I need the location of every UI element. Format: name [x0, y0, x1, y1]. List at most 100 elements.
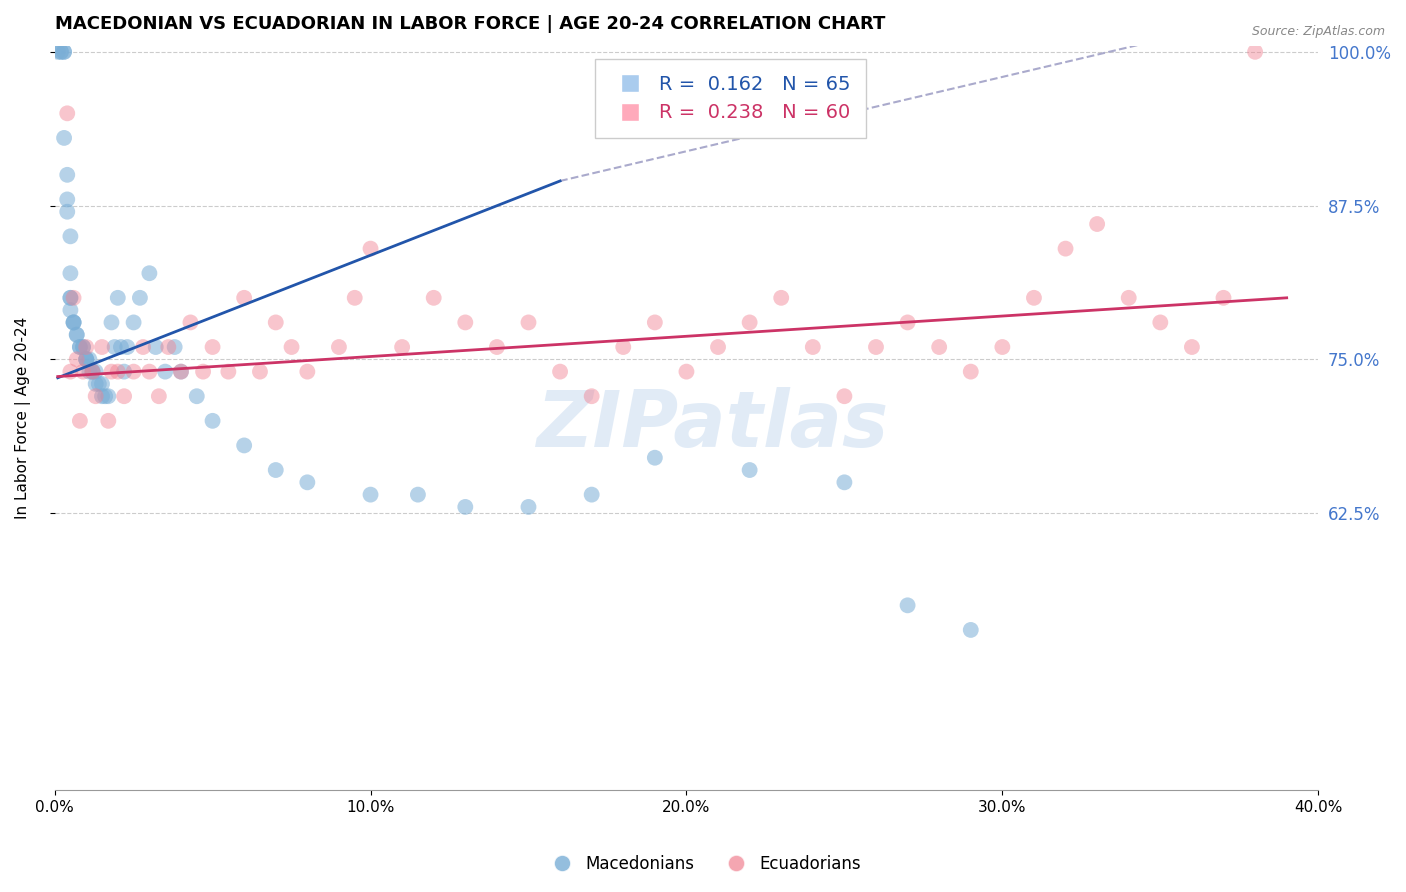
Point	[66, 352, 89, 367]
Point	[79, 352, 101, 367]
Point	[84, 376, 107, 391]
Point	[59, 291, 82, 305]
Point	[82, 365, 104, 379]
Point	[138, 266, 160, 280]
Point	[66, 327, 89, 342]
Text: MACEDONIAN VS ECUADORIAN IN LABOR FORCE | AGE 20-24 CORRELATION CHART: MACEDONIAN VS ECUADORIAN IN LABOR FORCE …	[55, 15, 884, 33]
Point	[56, 193, 79, 207]
Legend: Macedonians, Ecuadorians: Macedonians, Ecuadorians	[538, 848, 868, 880]
Point	[46, 45, 69, 59]
Point	[233, 438, 256, 452]
Point	[53, 45, 76, 59]
Point	[53, 45, 76, 59]
Point	[217, 365, 239, 379]
Point	[75, 352, 97, 367]
Point	[122, 315, 145, 329]
Point	[834, 389, 856, 403]
Point	[56, 106, 79, 120]
Point	[517, 500, 540, 514]
Point	[59, 291, 82, 305]
Point	[66, 327, 89, 342]
Point	[485, 340, 508, 354]
Point	[75, 352, 97, 367]
Point	[454, 315, 477, 329]
Point	[738, 315, 761, 329]
Point	[1085, 217, 1108, 231]
Point	[91, 376, 114, 391]
Point	[112, 365, 135, 379]
Point	[145, 340, 167, 354]
Point	[1212, 291, 1234, 305]
Point	[328, 340, 350, 354]
Point	[49, 45, 72, 59]
Point	[87, 376, 110, 391]
Point	[928, 340, 950, 354]
Point	[56, 168, 79, 182]
Point	[834, 475, 856, 490]
Point	[360, 242, 382, 256]
Point	[612, 340, 634, 354]
Point	[94, 389, 117, 403]
Point	[707, 340, 730, 354]
Point	[1118, 291, 1140, 305]
Point	[59, 229, 82, 244]
Point	[100, 365, 122, 379]
Point	[1149, 315, 1171, 329]
Point	[69, 340, 91, 354]
Point	[100, 315, 122, 329]
Point	[422, 291, 444, 305]
Point	[581, 488, 603, 502]
Point	[75, 352, 97, 367]
Point	[112, 389, 135, 403]
Point	[59, 365, 82, 379]
Point	[675, 365, 697, 379]
Point	[897, 599, 920, 613]
Point	[865, 340, 887, 354]
Point	[53, 131, 76, 145]
Point	[1022, 291, 1045, 305]
Point	[107, 291, 129, 305]
Point	[360, 488, 382, 502]
Point	[548, 365, 571, 379]
Point	[959, 623, 981, 637]
Point	[97, 389, 120, 403]
Point	[104, 340, 127, 354]
Point	[97, 414, 120, 428]
Y-axis label: In Labor Force | Age 20-24: In Labor Force | Age 20-24	[15, 317, 31, 519]
Point	[191, 365, 214, 379]
Point	[391, 340, 413, 354]
Point	[644, 315, 666, 329]
Point	[343, 291, 366, 305]
Point	[91, 389, 114, 403]
Point	[163, 340, 186, 354]
Point	[157, 340, 180, 354]
Point	[297, 365, 319, 379]
Point	[1244, 45, 1267, 59]
Point	[49, 45, 72, 59]
Point	[84, 365, 107, 379]
Point	[138, 365, 160, 379]
Point	[82, 365, 104, 379]
Point	[454, 500, 477, 514]
Point	[897, 315, 920, 329]
Point	[264, 315, 287, 329]
Point	[62, 315, 84, 329]
Text: ZIPatlas: ZIPatlas	[536, 387, 887, 463]
Point	[581, 389, 603, 403]
Point	[72, 365, 94, 379]
Point	[249, 365, 271, 379]
Point	[84, 389, 107, 403]
Point	[770, 291, 793, 305]
Point	[62, 315, 84, 329]
Point	[122, 365, 145, 379]
Point	[264, 463, 287, 477]
Point	[201, 340, 224, 354]
Point	[1054, 242, 1077, 256]
Point	[406, 488, 429, 502]
Point	[72, 340, 94, 354]
Point	[107, 365, 129, 379]
Point	[82, 365, 104, 379]
Point	[801, 340, 824, 354]
Point	[69, 340, 91, 354]
Point	[186, 389, 208, 403]
